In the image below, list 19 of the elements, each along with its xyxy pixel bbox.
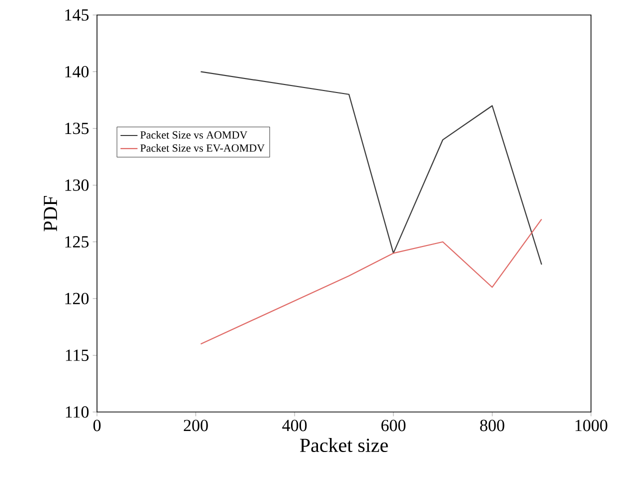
x-tick-label: 800 <box>480 420 504 432</box>
y-tick-label: 145 <box>65 9 89 21</box>
x-tick-label: 400 <box>282 420 307 432</box>
legend-label: Packet Size vs AOMDV <box>140 130 248 139</box>
line-series <box>200 218 542 344</box>
x-tick-label: 0 <box>93 420 101 432</box>
x-tick-label: 600 <box>381 420 406 432</box>
y-tick-label: 140 <box>65 66 89 78</box>
x-tick-label: 1000 <box>576 420 608 432</box>
y-tick-label: 135 <box>65 122 89 134</box>
y-tick-label: 115 <box>66 350 89 361</box>
y-tick-label: 130 <box>65 179 89 191</box>
y-tick-label: 110 <box>66 406 89 418</box>
x-tick-label: 200 <box>184 420 208 432</box>
y-tick-label: 125 <box>65 236 89 248</box>
x-axis-title: Packet size <box>300 438 388 452</box>
y-tick-label: 120 <box>65 292 89 304</box>
y-axis-title: PDF <box>44 196 57 232</box>
legend-label: Packet Size vs EV-AOMDV <box>140 144 265 152</box>
